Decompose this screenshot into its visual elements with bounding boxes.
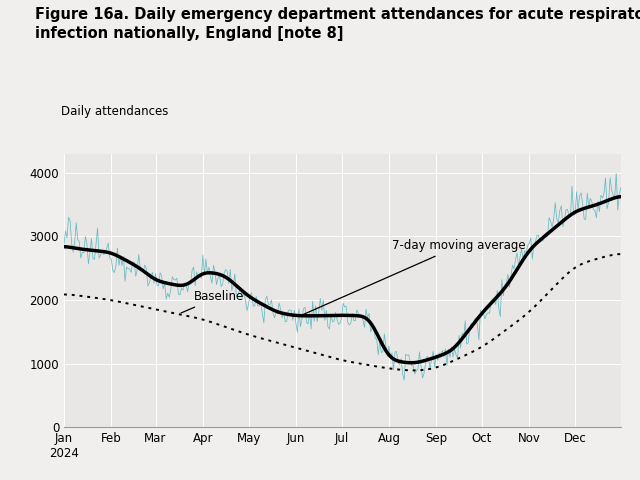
- Text: Daily attendances: Daily attendances: [61, 105, 168, 118]
- Text: Baseline: Baseline: [181, 290, 244, 313]
- Text: infection nationally, England [note 8]: infection nationally, England [note 8]: [35, 26, 344, 41]
- Text: Figure 16a. Daily emergency department attendances for acute respiratory: Figure 16a. Daily emergency department a…: [35, 7, 640, 22]
- Text: 7-day moving average: 7-day moving average: [303, 240, 525, 314]
